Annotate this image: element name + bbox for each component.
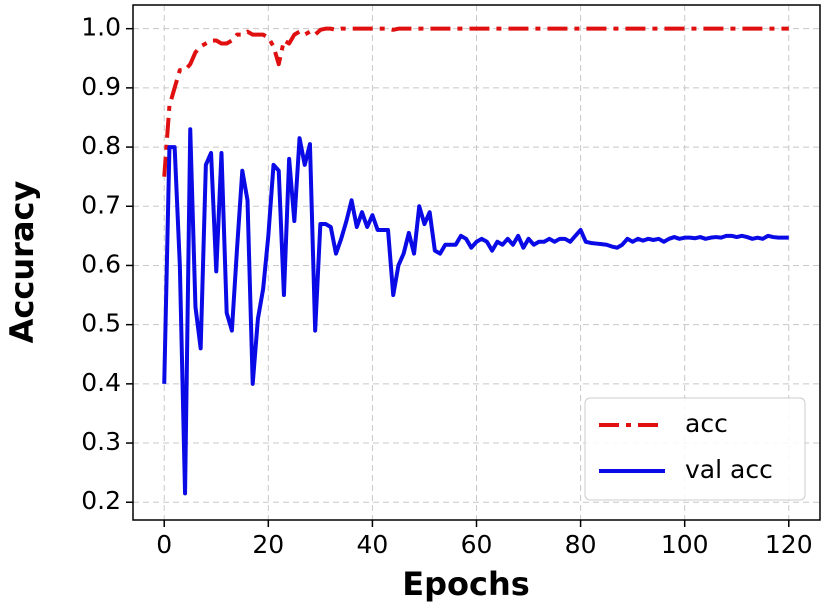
x-tick-label: 60 [461, 530, 493, 559]
y-tick-label: 0.8 [81, 131, 121, 160]
y-tick-label: 0.3 [81, 427, 121, 456]
legend-label: acc [685, 409, 728, 438]
y-tick-label: 0.4 [81, 368, 121, 397]
y-tick-label: 0.2 [81, 486, 121, 515]
legend-label: val acc [685, 455, 773, 484]
y-tick-label: 0.6 [81, 249, 121, 278]
y-axis-title: Accuracy [3, 181, 41, 344]
y-tick-label: 0.9 [81, 72, 121, 101]
x-tick-label: 0 [156, 530, 172, 559]
y-tick-label: 1.0 [81, 13, 121, 42]
y-tick-label: 0.7 [81, 190, 121, 219]
series-line [162, 26, 789, 177]
x-tick-label: 100 [661, 530, 709, 559]
x-tick-label: 20 [252, 530, 284, 559]
x-tick-label: 40 [357, 530, 389, 559]
y-tick-label: 0.5 [81, 309, 121, 338]
x-axis-title: Epochs [402, 565, 530, 603]
series-line [162, 127, 789, 496]
plot-frame [132, 4, 821, 521]
x-tick-label: 80 [565, 530, 597, 559]
x-tick-label: 120 [765, 530, 813, 559]
